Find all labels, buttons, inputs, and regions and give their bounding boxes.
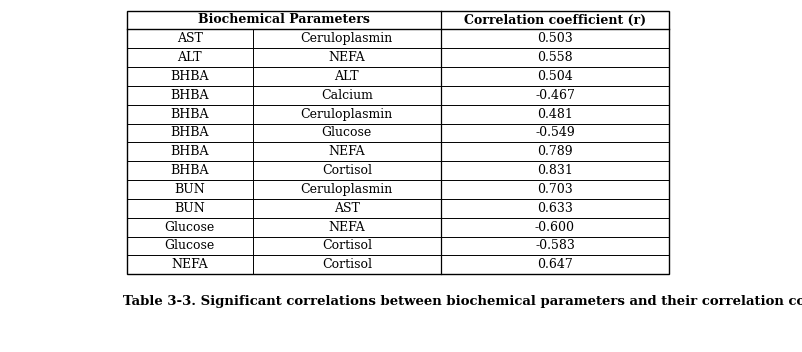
Text: Glucose: Glucose (322, 126, 372, 139)
Text: 0.647: 0.647 (537, 258, 573, 271)
Text: Cortisol: Cortisol (322, 258, 372, 271)
Text: ALT: ALT (334, 70, 359, 83)
Text: NEFA: NEFA (329, 221, 365, 234)
Text: -0.600: -0.600 (535, 221, 575, 234)
Text: BHBA: BHBA (170, 70, 209, 83)
Text: ALT: ALT (177, 51, 202, 64)
Text: BHBA: BHBA (170, 145, 209, 158)
Text: 0.703: 0.703 (537, 183, 573, 196)
Text: 0.831: 0.831 (537, 164, 573, 177)
Text: Glucose: Glucose (164, 239, 215, 252)
Text: -0.583: -0.583 (535, 239, 575, 252)
Text: 0.481: 0.481 (537, 108, 573, 121)
Text: BHBA: BHBA (170, 164, 209, 177)
Text: AST: AST (176, 32, 203, 45)
Text: Calcium: Calcium (321, 89, 373, 102)
Text: 0.633: 0.633 (537, 202, 573, 215)
Text: AST: AST (334, 202, 360, 215)
Text: BHBA: BHBA (170, 89, 209, 102)
Text: 0.558: 0.558 (537, 51, 573, 64)
Text: Cortisol: Cortisol (322, 164, 372, 177)
Text: BUN: BUN (174, 183, 205, 196)
Bar (127, 11, 669, 274)
Text: BUN: BUN (174, 202, 205, 215)
Text: -0.549: -0.549 (535, 126, 575, 139)
Text: BHBA: BHBA (170, 108, 209, 121)
Text: Correlation coefficient (r): Correlation coefficient (r) (464, 13, 646, 26)
Text: NEFA: NEFA (172, 258, 208, 271)
Text: Glucose: Glucose (164, 221, 215, 234)
Text: Biochemical Parameters: Biochemical Parameters (198, 13, 370, 26)
Text: Ceruloplasmin: Ceruloplasmin (301, 32, 393, 45)
Text: 0.504: 0.504 (537, 70, 573, 83)
Text: 0.789: 0.789 (537, 145, 573, 158)
Text: NEFA: NEFA (329, 145, 365, 158)
Text: 0.503: 0.503 (537, 32, 573, 45)
Text: NEFA: NEFA (329, 51, 365, 64)
Text: -0.467: -0.467 (535, 89, 575, 102)
Text: Table 3-3. Significant correlations between biochemical parameters and their cor: Table 3-3. Significant correlations betw… (123, 295, 802, 308)
Text: Ceruloplasmin: Ceruloplasmin (301, 108, 393, 121)
Text: Ceruloplasmin: Ceruloplasmin (301, 183, 393, 196)
Text: Cortisol: Cortisol (322, 239, 372, 252)
Text: BHBA: BHBA (170, 126, 209, 139)
